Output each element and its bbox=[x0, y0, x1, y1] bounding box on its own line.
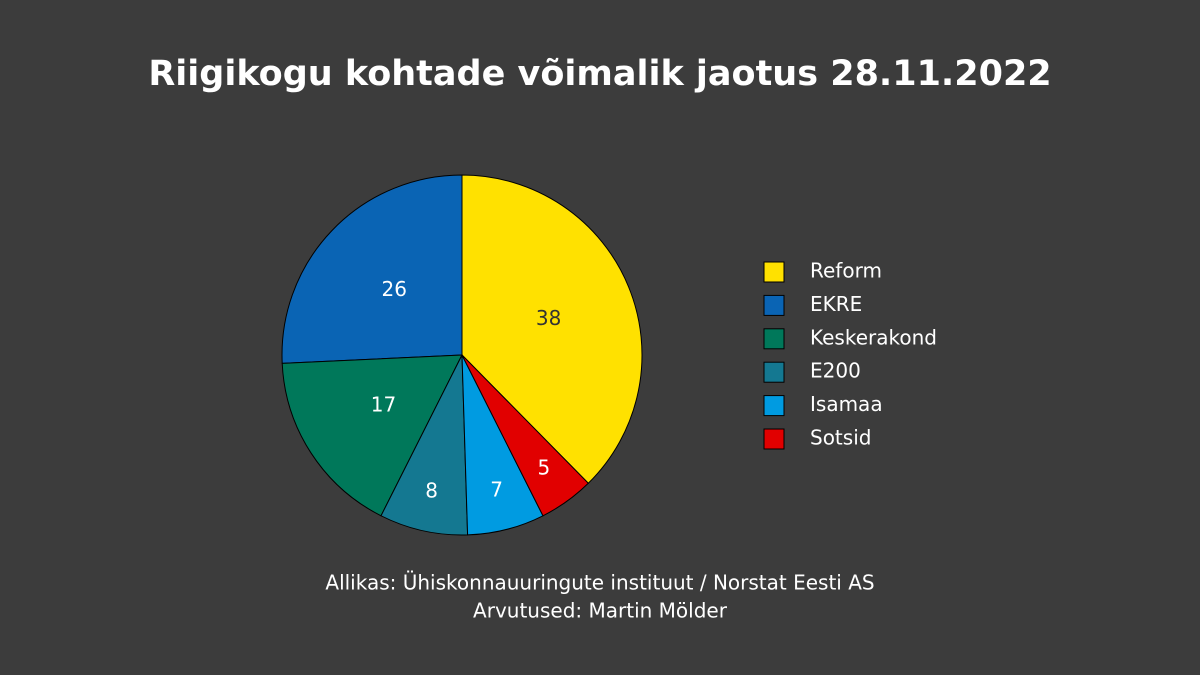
data-label: 7 bbox=[490, 478, 503, 502]
legend-label: Reform bbox=[810, 259, 882, 283]
data-label: 8 bbox=[425, 479, 438, 503]
source: Arvutused: Martin Mölder bbox=[473, 599, 728, 623]
legend-label: EKRE bbox=[810, 292, 862, 316]
legend-swatch bbox=[763, 428, 785, 450]
data-label: 26 bbox=[382, 277, 407, 301]
legend-swatch bbox=[763, 261, 785, 283]
data-label: 38 bbox=[536, 306, 561, 330]
data-label: 17 bbox=[371, 392, 396, 416]
data-label: 5 bbox=[537, 456, 550, 480]
legend-swatch bbox=[763, 395, 785, 417]
legend-label: Sotsid bbox=[810, 426, 871, 450]
source: Allikas: Ühiskonnauuringute instituut / … bbox=[325, 571, 874, 595]
legend-label: Isamaa bbox=[810, 392, 883, 416]
legend-swatch bbox=[763, 361, 785, 383]
pie-slice bbox=[281, 174, 463, 364]
pie-slice bbox=[380, 354, 469, 536]
pie-slice bbox=[461, 354, 589, 517]
legend-label: E200 bbox=[810, 359, 861, 383]
pie-slice bbox=[281, 354, 463, 517]
pie-slice bbox=[461, 174, 643, 484]
legend-swatch bbox=[763, 294, 785, 316]
chart-title: Riigikogu kohtade võimalik jaotus 28.11.… bbox=[148, 54, 1051, 94]
legend-label: Keskerakond bbox=[810, 325, 937, 349]
legend-swatch bbox=[763, 328, 785, 350]
